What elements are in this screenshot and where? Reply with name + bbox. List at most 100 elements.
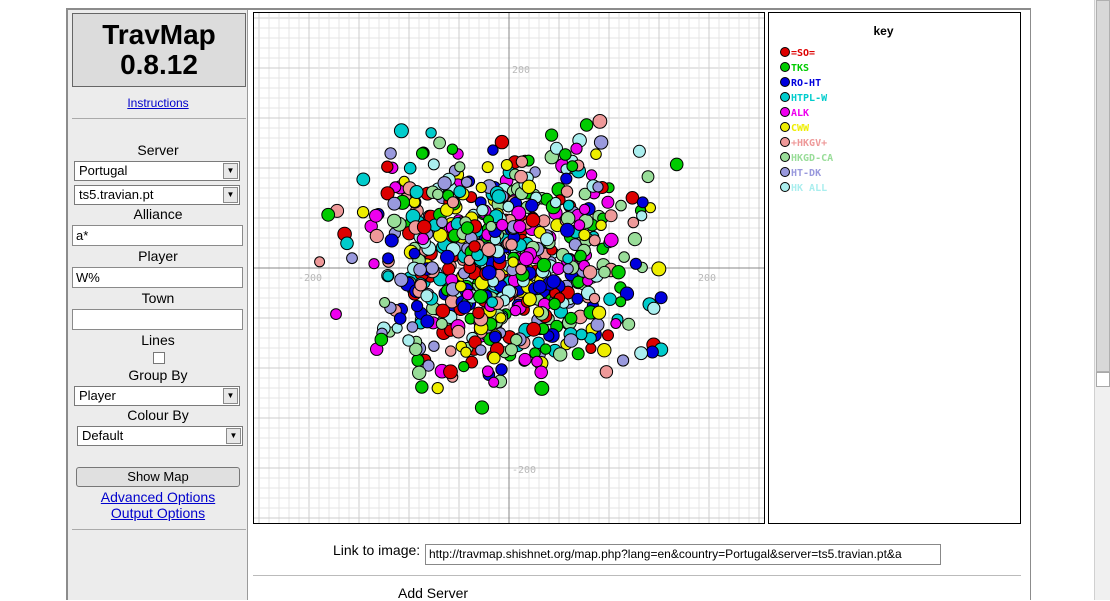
village-dot — [481, 242, 497, 257]
village-dot — [590, 148, 602, 160]
village-dot — [532, 279, 547, 294]
village-dot — [622, 317, 636, 331]
logo-box: TravMap 0.8.12 — [72, 13, 246, 87]
village-dot — [505, 238, 518, 251]
village-dot — [634, 346, 649, 361]
country-select[interactable]: Portugal ▼ — [74, 161, 240, 181]
key-color-dot — [780, 152, 790, 162]
village-dot — [578, 187, 592, 201]
village-dot — [629, 257, 642, 270]
village-dot — [534, 380, 550, 396]
village-dot — [314, 256, 326, 268]
village-dot — [525, 212, 541, 228]
alliance-input[interactable]: a* — [72, 225, 243, 246]
key-color-dot — [780, 107, 790, 117]
key-label: =SO= — [791, 48, 816, 59]
link-input[interactable]: http://travmap.shishnet.org/map.php?lang… — [425, 544, 941, 565]
village-dot — [414, 278, 427, 292]
village-dot — [402, 334, 415, 347]
village-dot — [481, 265, 497, 281]
village-dot — [525, 198, 539, 213]
map-frame[interactable]: 200 -200 -200 200 — [253, 12, 765, 524]
village-dot — [463, 254, 475, 266]
instructions-container: Instructions — [68, 96, 248, 110]
village-dot — [641, 170, 655, 184]
village-dot — [416, 147, 429, 160]
scroll-thumb[interactable] — [1096, 0, 1110, 372]
village-dot — [533, 306, 545, 318]
village-dot — [588, 292, 601, 305]
village-dot — [602, 329, 614, 342]
player-input[interactable]: W% — [72, 267, 243, 288]
village-dot — [551, 262, 565, 275]
village-map[interactable]: 200 -200 -200 200 — [254, 13, 764, 523]
key-color-dot — [780, 47, 790, 57]
village-dot — [599, 365, 614, 379]
village-dot — [488, 376, 500, 388]
village-dot — [595, 219, 607, 232]
village-dot — [415, 380, 429, 394]
village-dot — [636, 210, 648, 222]
key-item: +HKGV+ — [780, 136, 827, 151]
lines-label: Lines — [141, 332, 175, 348]
village-dot — [571, 347, 585, 361]
village-dot — [522, 292, 537, 307]
village-dot — [487, 351, 501, 365]
village-dot — [427, 158, 440, 171]
key-color-dot — [780, 62, 790, 72]
village-dot — [636, 196, 649, 209]
village-dot — [330, 308, 342, 321]
village-dot — [425, 127, 437, 139]
village-dot — [356, 172, 371, 187]
vertical-scrollbar[interactable] — [1094, 0, 1110, 600]
key-label: RO-HT — [791, 78, 822, 89]
town-input[interactable] — [72, 309, 243, 330]
key-title: key — [873, 24, 894, 38]
village-dot — [625, 191, 640, 205]
village-dot — [654, 291, 668, 305]
colour-by-select[interactable]: Default ▼ — [77, 426, 243, 446]
group-by-select[interactable]: Player ▼ — [74, 386, 240, 406]
village-dot — [369, 228, 384, 244]
village-dot — [509, 304, 522, 317]
key-label: TKS — [791, 63, 810, 74]
instructions-link[interactable]: Instructions — [127, 96, 189, 110]
lines-checkbox[interactable] — [153, 352, 165, 364]
village-dot — [601, 195, 615, 209]
server-select[interactable]: ts5.travian.pt ▼ — [74, 185, 240, 205]
page-top-border — [66, 8, 1031, 10]
key-label: HT-DK — [791, 168, 822, 179]
village-dot — [321, 207, 336, 222]
axis-label-top: 200 — [512, 65, 530, 76]
village-dot — [604, 209, 618, 223]
village-dots — [314, 114, 684, 415]
key-item: CWW — [780, 121, 809, 136]
village-dot — [381, 160, 394, 173]
village-dot — [382, 270, 394, 282]
village-dot — [513, 220, 527, 234]
show-map-button[interactable]: Show Map — [76, 467, 240, 487]
village-dot — [507, 256, 519, 268]
village-dot — [436, 216, 448, 229]
village-dot — [435, 303, 451, 319]
village-dot — [411, 300, 424, 313]
village-dot — [409, 342, 423, 356]
village-dot — [475, 181, 487, 194]
output-options-container: Output Options — [68, 505, 248, 521]
village-dot — [560, 222, 575, 238]
village-dot — [413, 262, 427, 277]
village-dot — [553, 347, 568, 362]
village-dot — [408, 247, 421, 260]
village-dot — [384, 147, 397, 160]
village-dot — [511, 205, 527, 221]
village-dot — [585, 342, 597, 354]
village-dot — [514, 169, 528, 184]
key-color-dot — [780, 92, 790, 102]
village-dot — [531, 355, 543, 368]
group-by-select-value: Player — [79, 388, 116, 403]
village-dot — [515, 263, 527, 276]
village-dot — [485, 220, 497, 232]
village-dot — [618, 251, 630, 263]
output-options-link[interactable]: Output Options — [110, 505, 206, 521]
advanced-options-link[interactable]: Advanced Options — [100, 489, 216, 505]
